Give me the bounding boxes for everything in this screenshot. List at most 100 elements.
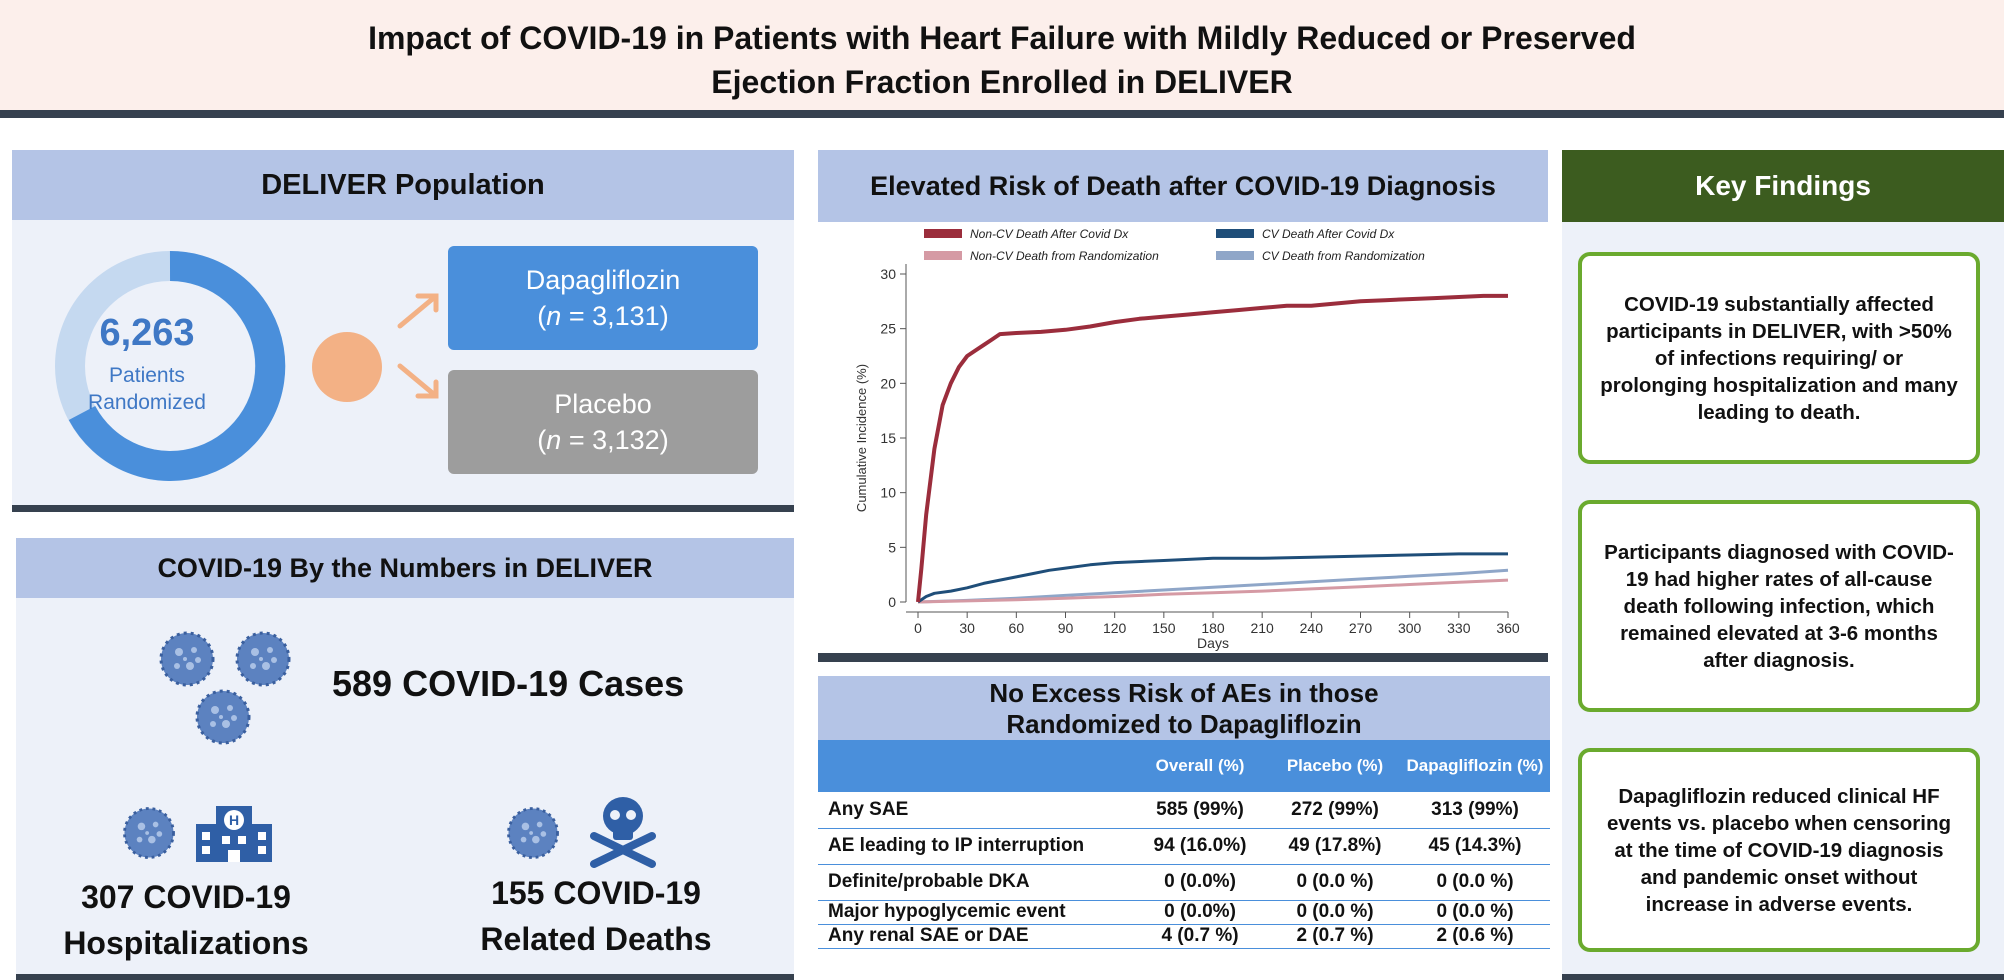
virus-icon bbox=[507, 807, 559, 859]
series-line-1 bbox=[916, 293, 1508, 603]
cell-overall: 585 (99%) bbox=[1130, 792, 1270, 829]
x-tick-label: 300 bbox=[1398, 620, 1422, 636]
population-title: DELIVER Population bbox=[12, 150, 794, 220]
chart-title: Elevated Risk of Death after COVID-19 Di… bbox=[818, 150, 1548, 222]
ae-title-line-1: No Excess Risk of AEs in those bbox=[989, 678, 1379, 708]
y-tick-label: 15 bbox=[880, 430, 896, 446]
adverse-events-panel: No Excess Risk of AEs in those Randomize… bbox=[818, 676, 1550, 980]
hospitalizations-line-2: Hospitalizations bbox=[63, 925, 309, 961]
randomized-label: Randomized bbox=[88, 391, 206, 414]
adverse-events-table: Overall (%) Placebo (%) Dapagliflozin (%… bbox=[818, 740, 1550, 949]
hospitalizations-count: 307 COVID-19 Hospitalizations bbox=[46, 874, 326, 966]
cell-dapagliflozin: 2 (0.6 %) bbox=[1400, 924, 1550, 949]
cell-placebo: 0 (0.0 %) bbox=[1270, 900, 1400, 925]
legend-swatch-3 bbox=[924, 251, 962, 260]
row-label: Any renal SAE or DAE bbox=[818, 924, 1130, 949]
x-axis-label: Days bbox=[1197, 635, 1229, 651]
legend-label-2: CV Death After Covid Dx bbox=[1262, 227, 1395, 241]
header-banner: Impact of COVID-19 in Patients with Hear… bbox=[0, 0, 2004, 118]
series-line-3 bbox=[917, 578, 1509, 604]
hospital-icon: H bbox=[196, 806, 272, 862]
header-overall: Overall (%) bbox=[1130, 740, 1270, 792]
cell-overall: 94 (16.0%) bbox=[1130, 828, 1270, 865]
ae-title: No Excess Risk of AEs in those Randomize… bbox=[818, 676, 1550, 740]
total-randomized-label: Patients Randomized bbox=[72, 362, 222, 416]
x-tick-label: 180 bbox=[1201, 620, 1225, 636]
table-row: AE leading to IP interruption 94 (16.0%)… bbox=[818, 828, 1550, 865]
header-placebo: Placebo (%) bbox=[1270, 740, 1400, 792]
x-tick-label: 210 bbox=[1250, 620, 1274, 636]
series-line-4 bbox=[917, 568, 1509, 604]
header-dapagliflozin: Dapagliflozin (%) bbox=[1400, 740, 1550, 792]
placebo-n: 3,132 bbox=[592, 425, 660, 455]
dapagliflozin-arm: Dapagliflozin (n = 3,131) bbox=[448, 246, 758, 350]
key-findings-title: Key Findings bbox=[1562, 150, 2004, 222]
legend-label-4: CV Death from Randomization bbox=[1262, 249, 1425, 263]
n-symbol: n bbox=[546, 301, 562, 331]
virus-icon bbox=[195, 689, 251, 745]
deaths-line-1: 155 COVID-19 bbox=[491, 875, 701, 911]
patients-label: Patients bbox=[109, 364, 185, 387]
dapa-name: Dapagliflozin bbox=[525, 265, 681, 295]
y-tick-label: 25 bbox=[880, 321, 896, 337]
x-tick-label: 270 bbox=[1349, 620, 1373, 636]
cell-placebo: 49 (17.8%) bbox=[1270, 828, 1400, 865]
row-label: Definite/probable DKA bbox=[818, 864, 1130, 901]
legend-swatch-2 bbox=[1216, 229, 1254, 238]
row-label: Any SAE bbox=[818, 792, 1130, 829]
deaths-line-2: Related Deaths bbox=[480, 921, 712, 957]
y-tick-label: 30 bbox=[880, 266, 896, 282]
randomized-ring-icon bbox=[55, 250, 286, 481]
key-finding-1: COVID-19 substantially affected particip… bbox=[1578, 252, 1980, 464]
randomization-dot bbox=[312, 332, 382, 402]
y-tick-label: 5 bbox=[888, 539, 896, 555]
key-finding-3: Dapagliflozin reduced clinical HF events… bbox=[1578, 748, 1980, 952]
cell-overall: 4 (0.7 %) bbox=[1130, 924, 1270, 949]
x-tick-label: 90 bbox=[1058, 620, 1074, 636]
header-blank bbox=[818, 740, 1130, 792]
cell-overall: 0 (0.0%) bbox=[1130, 864, 1270, 901]
series-line-2 bbox=[917, 552, 1508, 604]
x-tick-label: 60 bbox=[1009, 620, 1025, 636]
key-finding-2: Participants diagnosed with COVID-19 had… bbox=[1578, 500, 1980, 712]
table-row: Any SAE 585 (99%) 272 (99%) 313 (99%) bbox=[818, 792, 1550, 829]
x-tick-label: 360 bbox=[1496, 620, 1520, 636]
cell-placebo: 2 (0.7 %) bbox=[1270, 924, 1400, 949]
placebo-name: Placebo bbox=[554, 389, 652, 419]
row-label: Major hypoglycemic event bbox=[818, 900, 1130, 925]
legend-swatch-1 bbox=[924, 229, 962, 238]
ae-title-line-2: Randomized to Dapagliflozin bbox=[1006, 709, 1362, 739]
table-header-row: Overall (%) Placebo (%) Dapagliflozin (%… bbox=[818, 740, 1550, 792]
numbers-title: COVID-19 By the Numbers in DELIVER bbox=[16, 538, 794, 598]
table-row: Any renal SAE or DAE 4 (0.7 %) 2 (0.7 %)… bbox=[818, 924, 1550, 949]
key-findings-panel: Key Findings COVID-19 substantially affe… bbox=[1562, 150, 2004, 980]
legend-label-3: Non-CV Death from Randomization bbox=[970, 249, 1159, 263]
cell-overall: 0 (0.0%) bbox=[1130, 900, 1270, 925]
arrow-up-right-icon bbox=[397, 293, 439, 329]
arrow-down-right-icon bbox=[397, 363, 439, 399]
cell-placebo: 0 (0.0 %) bbox=[1270, 864, 1400, 901]
death-risk-chart-panel: Elevated Risk of Death after COVID-19 Di… bbox=[818, 150, 1548, 662]
table-row: Major hypoglycemic event 0 (0.0%) 0 (0.0… bbox=[818, 900, 1550, 925]
virus-icon bbox=[123, 807, 175, 859]
cell-dapagliflozin: 0 (0.0 %) bbox=[1400, 864, 1550, 901]
cell-dapagliflozin: 0 (0.0 %) bbox=[1400, 900, 1550, 925]
y-axis-label: Cumulative Incidence (%) bbox=[854, 364, 869, 512]
covid-cases-count: 589 COVID-19 Cases bbox=[332, 663, 685, 704]
x-tick-label: 0 bbox=[914, 620, 922, 636]
y-tick-label: 0 bbox=[888, 594, 896, 610]
x-tick-label: 240 bbox=[1300, 620, 1324, 636]
hospitalizations-line-1: 307 COVID-19 bbox=[81, 879, 291, 915]
table-row: Definite/probable DKA 0 (0.0%) 0 (0.0 %)… bbox=[818, 864, 1550, 901]
row-label: AE leading to IP interruption bbox=[818, 828, 1130, 865]
page-title: Impact of COVID-19 in Patients with Hear… bbox=[0, 16, 2004, 104]
y-tick-label: 10 bbox=[880, 485, 896, 501]
x-tick-label: 330 bbox=[1447, 620, 1471, 636]
legend-swatch-4 bbox=[1216, 251, 1254, 260]
title-line-1: Impact of COVID-19 in Patients with Hear… bbox=[368, 20, 1636, 56]
skull-crossbones-icon bbox=[590, 797, 656, 868]
panel-divider bbox=[16, 974, 794, 980]
x-tick-label: 150 bbox=[1152, 620, 1176, 636]
total-randomized: 6,263 bbox=[99, 312, 195, 354]
